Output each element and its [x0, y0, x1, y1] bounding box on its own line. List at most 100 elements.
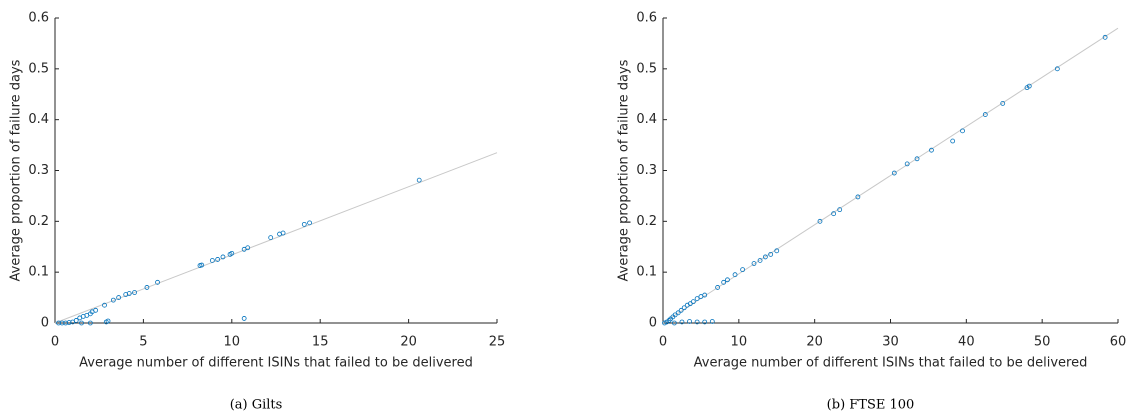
y-tick-label: 0 [649, 316, 657, 331]
point [721, 279, 727, 285]
point [66, 320, 72, 325]
y-tick-label: 0.5 [28, 61, 49, 76]
y-axis-label: Average proportion of failure days [9, 59, 24, 281]
y-tick-label: 0.2 [28, 214, 49, 229]
point [220, 254, 226, 260]
y-tick-label: 0.4 [636, 112, 657, 127]
point [215, 257, 221, 262]
y-tick-label: 0.1 [28, 265, 49, 280]
point [301, 221, 307, 227]
point [715, 285, 720, 290]
point [245, 245, 251, 251]
point [93, 307, 99, 313]
point [110, 297, 116, 303]
point [105, 318, 111, 324]
point [678, 307, 684, 313]
point [762, 254, 768, 260]
y-tick-label: 0.6 [636, 11, 657, 26]
point [675, 310, 681, 316]
x-tick-label: 10 [731, 335, 748, 350]
x-tick-label: 20 [806, 335, 823, 350]
point [740, 267, 746, 273]
y-tick-label: 0.1 [636, 265, 657, 280]
point [1102, 34, 1108, 40]
point [929, 147, 934, 153]
point [681, 305, 687, 311]
point [709, 319, 715, 324]
point [751, 261, 757, 266]
x-tick-label: 15 [312, 335, 329, 350]
point [63, 320, 69, 326]
x-tick-label: 0 [51, 335, 59, 350]
point [757, 258, 763, 263]
point [155, 279, 160, 285]
point [280, 230, 286, 236]
point [855, 194, 861, 200]
fit-line [662, 27, 1119, 324]
point [671, 320, 677, 326]
x-tick-label: 10 [224, 335, 241, 350]
y-tick-label: 0.5 [636, 61, 657, 76]
fit-line [54, 152, 498, 324]
point [102, 302, 107, 308]
point [209, 258, 215, 263]
y-axis-label: Average proportion of failure days [617, 59, 632, 281]
point [891, 170, 897, 176]
x-tick-label: 0 [659, 335, 667, 350]
point [126, 291, 132, 296]
point [774, 248, 780, 254]
x-tick-label: 5 [139, 335, 147, 350]
point [679, 319, 685, 325]
point [768, 251, 774, 257]
point [687, 319, 692, 324]
y-tick-label: 0.2 [636, 214, 657, 229]
x-axis-label: Average number of different ISINs that f… [79, 356, 473, 371]
point [694, 296, 700, 302]
point [837, 207, 843, 213]
point [960, 128, 965, 134]
point [702, 292, 708, 298]
point [56, 320, 61, 326]
point [904, 161, 910, 167]
x-tick-label: 20 [400, 335, 417, 350]
point [694, 319, 700, 325]
point [725, 277, 730, 283]
point [79, 320, 84, 326]
caption: (b) FTSE 100 [827, 398, 915, 413]
point [416, 177, 422, 183]
point [59, 320, 65, 326]
point [702, 319, 708, 325]
point [73, 318, 79, 323]
y-tick-label: 0.6 [28, 11, 49, 26]
point [87, 320, 93, 326]
point [307, 220, 312, 226]
y-tick-label: 0 [41, 316, 49, 331]
point [914, 156, 920, 162]
x-tick-label: 25 [489, 335, 506, 350]
point [268, 235, 274, 241]
y-tick-label: 0.4 [28, 112, 49, 127]
point [732, 272, 738, 278]
point [199, 262, 205, 268]
point [241, 316, 247, 321]
x-tick-label: 40 [958, 335, 975, 350]
y-tick-label: 0.3 [636, 163, 657, 178]
point [831, 211, 837, 217]
y-tick-label: 0.3 [28, 163, 49, 178]
point [229, 250, 235, 256]
point [817, 218, 823, 224]
caption: (a) Gilts [230, 398, 283, 413]
point [666, 318, 672, 323]
point [950, 138, 956, 144]
point [116, 295, 122, 300]
x-tick-label: 60 [1110, 335, 1127, 350]
point [1026, 83, 1032, 89]
point [1000, 101, 1006, 106]
x-axis-label: Average number of different ISINs that f… [694, 356, 1088, 371]
point [662, 320, 667, 326]
point [132, 290, 137, 295]
point [690, 299, 696, 305]
point [982, 112, 988, 117]
